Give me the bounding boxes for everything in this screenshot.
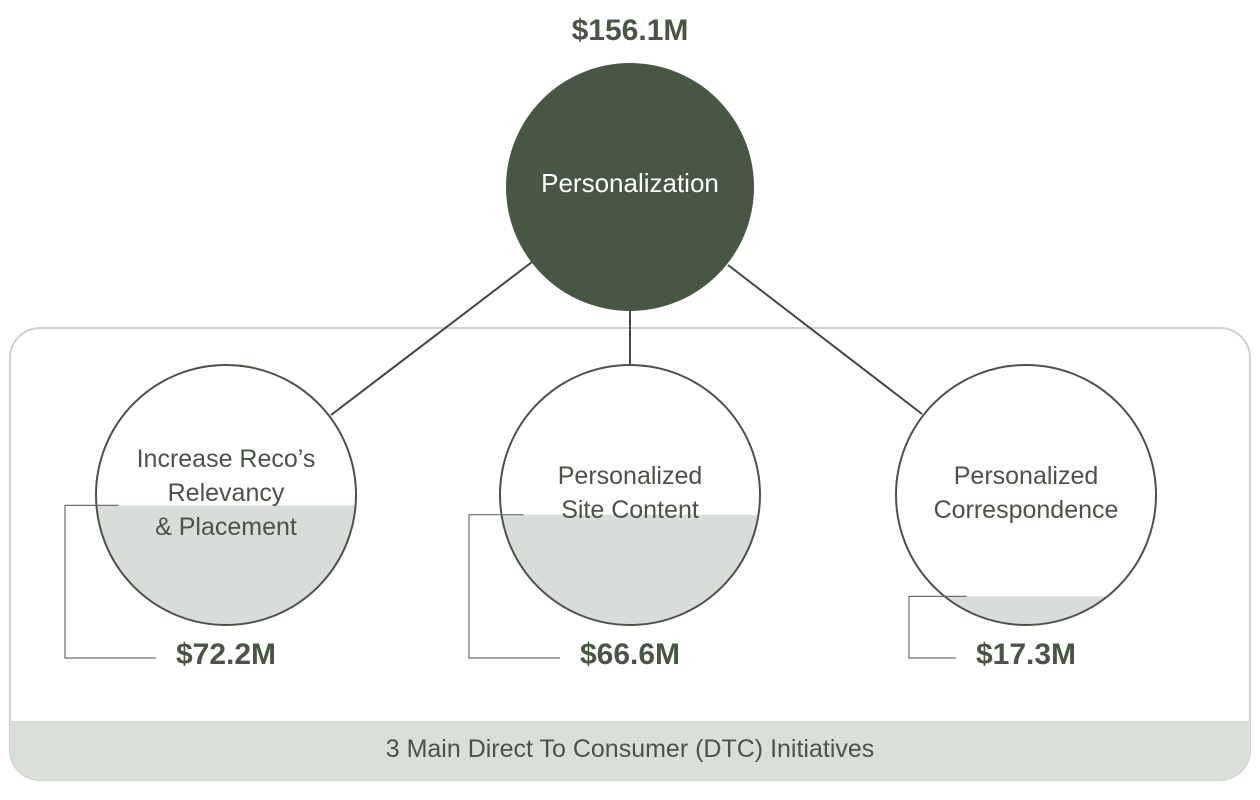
initiative-value-1: $72.2M bbox=[175, 638, 277, 671]
initiative-circle-3 bbox=[895, 364, 1157, 626]
initiative-circle-bg-3 bbox=[896, 365, 1156, 625]
footer-label: 3 Main Direct To Consumer (DTC) Initiati… bbox=[385, 735, 875, 763]
initiative-label-1-line-2: Relevancy bbox=[167, 479, 285, 507]
initiative-label-2-line-2: Site Content bbox=[561, 496, 699, 524]
initiative-label-1-line-1: Increase Reco’s bbox=[136, 445, 316, 473]
value-bracket-1 bbox=[64, 504, 156, 659]
footer-band bbox=[10, 721, 1250, 780]
initiative-circle-1 bbox=[95, 364, 357, 626]
initiative-value-2: $66.6M bbox=[579, 638, 681, 671]
initiative-label-2-line-1: Personalized bbox=[557, 462, 703, 490]
initiative-value-3: $17.3M bbox=[975, 638, 1077, 671]
root-circle bbox=[506, 63, 754, 311]
initiative-circle-2 bbox=[499, 364, 761, 626]
initiative-label-1-line-3: & Placement bbox=[155, 513, 297, 541]
connector-lines bbox=[330, 261, 923, 416]
connector-line-1 bbox=[330, 261, 533, 416]
connector-line-3 bbox=[727, 264, 923, 415]
root-label: Personalization bbox=[541, 168, 719, 198]
initiative-label-3-line-2: Correspondence bbox=[933, 496, 1119, 524]
value-bracket-3 bbox=[908, 595, 967, 659]
root-total-value: $156.1M bbox=[571, 14, 689, 47]
initiative-label-3-line-1: Personalized bbox=[953, 462, 1099, 490]
value-bracket-2 bbox=[468, 514, 560, 659]
